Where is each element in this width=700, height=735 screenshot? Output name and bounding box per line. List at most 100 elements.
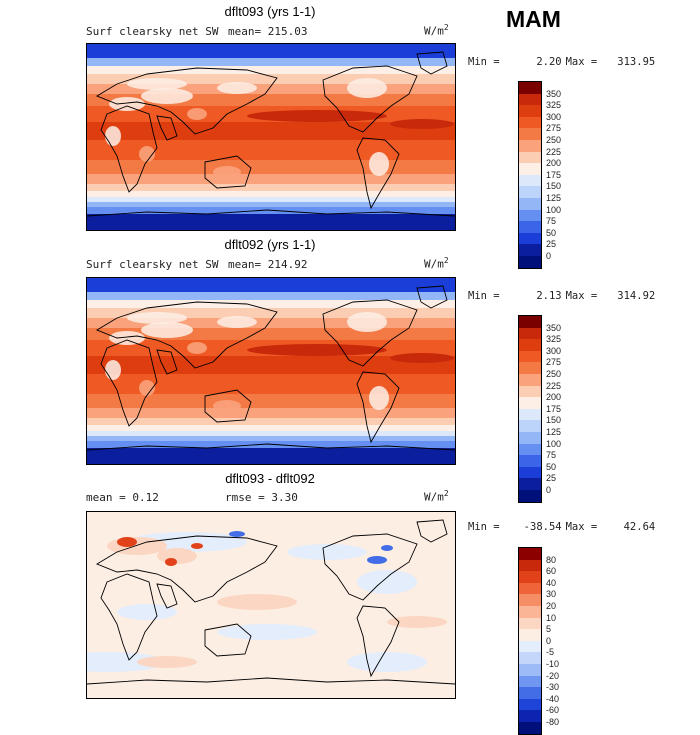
units-exponent: 2 xyxy=(443,23,449,32)
diff-positive-peak xyxy=(117,537,137,547)
colorbar-cell xyxy=(519,698,541,711)
colorbar-cell xyxy=(519,93,541,106)
units-base: W/m xyxy=(424,24,444,38)
colorbar-cell xyxy=(519,721,541,734)
colorbar-tick-label: 0 xyxy=(546,485,552,495)
colorbar-tick-label: 275 xyxy=(546,123,562,134)
coastline xyxy=(204,155,252,189)
field-band xyxy=(87,318,455,328)
diff-negative-peak xyxy=(381,545,393,551)
coastline xyxy=(322,65,418,133)
coastline xyxy=(322,533,418,601)
diff-negative-region xyxy=(87,652,167,672)
colorbar-cell xyxy=(519,163,541,175)
colorbar-cell xyxy=(519,350,541,363)
field-band xyxy=(87,374,455,394)
coastline xyxy=(95,67,278,135)
colorbar-tick-label: 150 xyxy=(546,415,562,426)
colorbar-cell xyxy=(519,559,541,572)
coastline xyxy=(356,371,400,444)
colorbar-cell xyxy=(519,605,541,618)
field-band xyxy=(87,66,455,74)
colorbar-tick-label: 125 xyxy=(546,193,562,203)
field-band xyxy=(87,408,455,418)
colorbar-cell xyxy=(519,571,541,583)
colorbar-cell xyxy=(519,397,541,409)
colorbar-cell xyxy=(519,408,541,421)
field-maximum-region xyxy=(247,344,387,356)
land-patch xyxy=(347,312,387,332)
colorbar-cell xyxy=(519,385,541,398)
colorbar-cell xyxy=(519,139,541,152)
colorbar-cell xyxy=(519,255,541,268)
colorbar-tick-label: 125 xyxy=(546,427,562,437)
min-label: Min = xyxy=(468,290,500,302)
colorbar-tick-label: 350 xyxy=(546,322,562,333)
land-patch xyxy=(369,386,389,410)
field-band xyxy=(87,300,455,308)
colorbar-cell xyxy=(519,105,541,117)
field-band xyxy=(87,197,455,202)
colorbar xyxy=(518,315,542,503)
panel-title: dflt093 - dflt092 xyxy=(225,471,315,486)
coastline xyxy=(95,535,278,603)
land-patch xyxy=(127,312,187,324)
field-band xyxy=(87,431,455,436)
colorbar-tick-label: 250 xyxy=(546,369,562,379)
colorbar-tick-label: -5 xyxy=(546,647,555,658)
colorbar-cell xyxy=(519,151,541,164)
min-value: -38.54 xyxy=(523,521,562,533)
map-plot xyxy=(87,44,455,230)
season-title: MAM xyxy=(506,6,561,32)
colorbar-tick-label: 200 xyxy=(546,158,562,169)
colorbar-tick-label: -10 xyxy=(546,659,560,669)
coastline xyxy=(322,299,418,367)
coastline xyxy=(87,677,455,685)
min-max-readout: Min = 2.20 Max = 313.95 xyxy=(468,56,655,68)
colorbar-cell xyxy=(519,489,541,502)
colorbar-tick-label: 5 xyxy=(546,624,552,635)
coastline xyxy=(156,583,178,609)
field-band xyxy=(87,44,455,58)
units-exponent: 2 xyxy=(443,256,449,265)
colorbar-tick-label: 75 xyxy=(546,450,557,461)
colorbar-cell xyxy=(519,128,541,140)
colorbar-cell xyxy=(519,232,541,245)
field-band xyxy=(87,214,455,230)
colorbar-tick-label: 0 xyxy=(546,635,552,646)
colorbar-cell xyxy=(519,244,541,256)
land-patch xyxy=(139,146,155,162)
colorbar-cell xyxy=(519,548,541,560)
diff-negative-region xyxy=(347,652,427,672)
min-max-readout: Min = 2.13 Max = 314.92 xyxy=(468,290,655,302)
diff-positive-region xyxy=(387,616,447,628)
coastline xyxy=(204,389,252,423)
max-label: Max = xyxy=(565,290,598,302)
colorbar-tick-label: 300 xyxy=(546,345,562,356)
field-maximum-region xyxy=(390,353,454,363)
colorbar-tick-label: 50 xyxy=(546,227,557,238)
colorbar-cell xyxy=(519,663,541,676)
field-band xyxy=(87,308,455,318)
colorbar-tick-label: 350 xyxy=(546,88,562,99)
colorbar-cell xyxy=(519,327,541,340)
diff-positive-peak xyxy=(165,558,177,566)
land-patch xyxy=(109,331,145,345)
colorbar-cell xyxy=(519,186,541,198)
variable-label: Surf clearsky net SW xyxy=(86,25,219,38)
field-band xyxy=(87,74,455,84)
diff-negative-region xyxy=(287,544,367,560)
colorbar xyxy=(518,547,542,735)
map-panel xyxy=(86,511,456,699)
map-panel xyxy=(86,277,456,465)
colorbar-cell xyxy=(519,420,541,432)
land-patch xyxy=(127,78,187,90)
units-exponent: 2 xyxy=(443,489,449,498)
land-patch xyxy=(105,360,121,380)
field-maximum-region xyxy=(247,110,387,122)
colorbar-cell xyxy=(519,221,541,233)
land-patch xyxy=(141,322,193,338)
coastline xyxy=(204,623,252,657)
max-value: 314.92 xyxy=(617,290,656,302)
land-patch xyxy=(105,126,121,146)
